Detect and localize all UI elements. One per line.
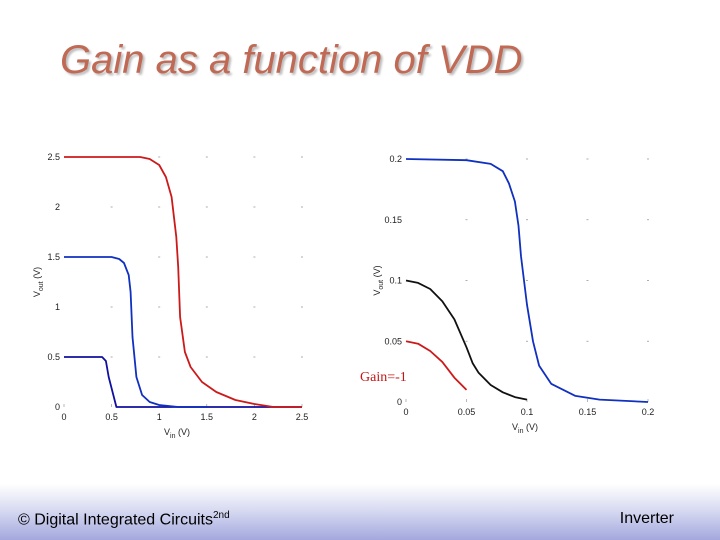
y-tick-label: 0 <box>55 402 60 412</box>
slide-title: Gain as a function of VDD <box>60 38 523 82</box>
y-axis-label: Vout (V) <box>372 265 385 295</box>
x-axis-label: Vin (V) <box>164 427 190 440</box>
x-tick-label: 0.2 <box>642 407 655 417</box>
y-tick-label: 0.5 <box>47 352 60 362</box>
series-line-2 <box>405 158 649 403</box>
y-tick-label: 2.5 <box>47 152 60 162</box>
x-tick-label: 2.5 <box>296 412 309 422</box>
y-tick-label: 1 <box>55 302 60 312</box>
x-tick-label: 0.05 <box>458 407 476 417</box>
footer-section: Inverter <box>619 510 674 527</box>
y-tick-label: 0.1 <box>389 276 402 286</box>
x-tick-label: 0.15 <box>579 407 597 417</box>
series-line-0 <box>405 340 468 391</box>
series-line-1 <box>64 256 207 408</box>
x-tick-label: 0.1 <box>521 407 534 417</box>
x-tick-label: 1 <box>157 412 162 422</box>
y-tick-label: 0 <box>397 397 402 407</box>
footer-copyright: © Digital Integrated Circuits2nd <box>18 510 230 529</box>
x-tick-label: 0 <box>403 407 408 417</box>
y-axis-label: Vout (V) <box>32 267 45 297</box>
x-tick-label: 0 <box>61 412 66 422</box>
series-line-1 <box>405 279 528 401</box>
gain-annotation: Gain=-1 <box>360 370 407 386</box>
y-tick-label: 0.05 <box>384 336 402 346</box>
x-tick-label: 2 <box>252 412 257 422</box>
footer-bar <box>0 484 720 540</box>
footer-copyright-text: © Digital Integrated Circuits <box>18 511 213 529</box>
y-tick-label: 2 <box>55 202 60 212</box>
x-axis-label: Vin (V) <box>512 422 538 435</box>
series-line-2 <box>64 156 302 408</box>
y-tick-label: 0.2 <box>389 154 402 164</box>
footer-edition: 2nd <box>212 510 230 521</box>
y-tick-label: 0.15 <box>384 215 402 225</box>
series-line-0 <box>64 356 302 408</box>
y-tick-label: 1.5 <box>47 252 60 262</box>
x-tick-label: 0.5 <box>105 412 118 422</box>
x-tick-label: 1.5 <box>201 412 214 422</box>
